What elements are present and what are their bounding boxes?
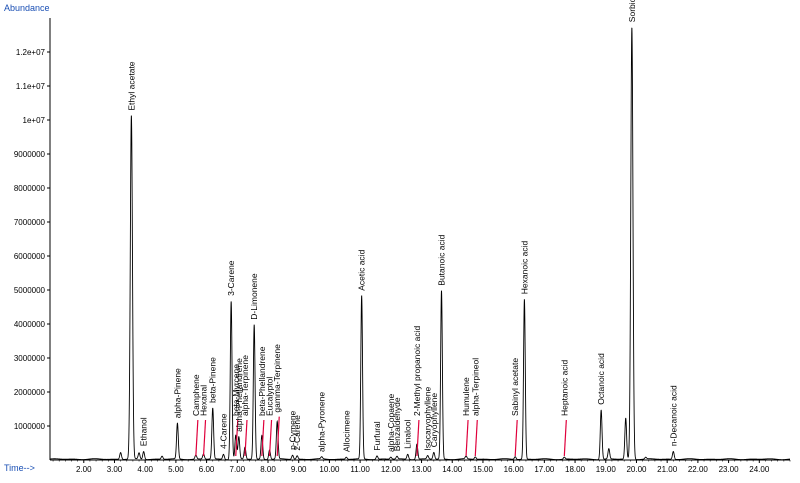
peak-label: Hexanal — [199, 385, 209, 416]
peak-label: alpha-Phellandrene — [234, 358, 244, 432]
peak-label: alpha-Terpineol — [470, 358, 480, 416]
peak-label: Linalool — [403, 419, 413, 448]
y-tick-label: 9000000 — [14, 150, 46, 159]
peak-leader — [514, 419, 518, 457]
peak-leader — [235, 419, 239, 457]
peak-label: n-Decanoic acid — [668, 385, 678, 446]
y-tick-label: 4000000 — [14, 320, 46, 329]
peak-label: Allocimene — [341, 410, 351, 452]
peak-leader — [202, 419, 207, 457]
peak-label: Furfural — [372, 421, 382, 450]
x-tick-label: 17.00 — [534, 465, 555, 474]
x-tick-label: 7.00 — [230, 465, 246, 474]
y-tick-label: 1.1e+07 — [16, 82, 46, 91]
peak-label: 2-Carene — [292, 415, 302, 451]
y-tick-label: 1.2e+07 — [16, 48, 46, 57]
peak-leader — [276, 416, 280, 457]
peak-label: beta-Phellandrene — [257, 346, 267, 416]
x-tick-label: 19.00 — [596, 465, 617, 474]
peak-label: alpha-Pinene — [172, 368, 182, 418]
peak-label: beta-Pinene — [208, 357, 218, 403]
y-axis-title: Abundance — [4, 3, 50, 13]
peak-label: Eucalyptol — [265, 377, 275, 416]
peak-leader — [474, 419, 478, 457]
y-tick-label: 2000000 — [14, 388, 46, 397]
x-tick-label: 18.00 — [565, 465, 586, 474]
peak-label: Camphene — [191, 374, 201, 416]
y-tick-label: 6000000 — [14, 252, 46, 261]
peak-label: D-Limonene — [249, 273, 259, 320]
peak-leader — [465, 419, 469, 457]
y-tick-label: 7000000 — [14, 218, 46, 227]
peak-label: Sabinyl acetate — [510, 358, 520, 416]
x-tick-label: 9.00 — [291, 465, 307, 474]
x-tick-label: 15.00 — [473, 465, 494, 474]
peak-label: Octanoic acid — [596, 353, 606, 405]
x-tick-label: 5.00 — [168, 465, 184, 474]
peak-label: 3-Carene — [226, 260, 236, 296]
peak-label: Benzaldehyde — [392, 397, 402, 451]
peak-labels: Ethyl acetate Ethanol alpha-Pinene Camphene… — [126, 0, 678, 452]
x-tick-label: 10.00 — [319, 465, 340, 474]
peak-label: p-Cymene — [288, 410, 298, 449]
peak-label: alpha-Pyronene — [317, 392, 327, 452]
peak-label: Humulene — [461, 377, 471, 416]
peak-label: 4-Carene — [218, 413, 228, 449]
peak-label: gamma-Terpinene — [272, 344, 282, 413]
y-axis: 1000000 2000000 3000000 4000000 5000000 60000… — [14, 18, 51, 460]
peak-leader — [244, 419, 248, 457]
peak-leader — [268, 419, 273, 457]
x-tick-label: 20.00 — [626, 465, 647, 474]
x-axis: 2.00 3.00 4.00 5.00 6.00 7.00 8.00 9.00 10.00 11.… — [50, 459, 791, 474]
peak-label: beta-Myrcene — [231, 364, 241, 416]
x-axis-title: Time--> — [4, 463, 35, 473]
y-tick-label: 8000000 — [14, 184, 46, 193]
x-tick-label: 4.00 — [137, 465, 153, 474]
peak-label: Isocaryophyllene — [423, 387, 433, 451]
x-tick-label: 23.00 — [719, 465, 740, 474]
x-tick-label: 14.00 — [442, 465, 463, 474]
peak-label: Caryophyllene — [429, 393, 439, 448]
x-tick-label: 24.00 — [749, 465, 770, 474]
peak-leader — [563, 419, 567, 457]
peak-label: Hexanoic acid — [519, 241, 529, 295]
x-tick-label: 13.00 — [412, 465, 433, 474]
x-tick-label: 11.00 — [350, 465, 370, 474]
peak-label: Butanoic acid — [436, 234, 446, 285]
x-tick-label: 8.00 — [260, 465, 276, 474]
x-tick-label: 6.00 — [199, 465, 215, 474]
peak-label: Ethanol — [139, 417, 149, 446]
peak-label: Sorbic acid — [627, 0, 637, 22]
peak-label: 2-Methyl propanoic acid — [412, 325, 422, 416]
peak-label: Ethyl acetate — [126, 61, 136, 110]
peak-label: Heptanoic acid — [559, 359, 569, 416]
y-tick-label: 5000000 — [14, 286, 46, 295]
peak-leader — [261, 419, 265, 457]
peak-label: alpha-Terpinene — [240, 355, 250, 416]
x-tick-label: 2.00 — [76, 465, 92, 474]
x-tick-label: 12.00 — [381, 465, 402, 474]
chromatogram-trace — [49, 27, 791, 461]
peak-leader — [416, 419, 420, 457]
x-tick-label: 3.00 — [107, 465, 123, 474]
x-tick-label: 22.00 — [688, 465, 709, 474]
peak-leader — [195, 419, 199, 457]
y-tick-label: 1000000 — [14, 422, 46, 431]
y-tick-label: 3000000 — [14, 354, 46, 363]
x-tick-label: 21.00 — [657, 465, 678, 474]
y-tick-label: 1e+07 — [23, 116, 46, 125]
peak-label: Acetic acid — [357, 249, 367, 290]
x-tick-label: 16.00 — [504, 465, 525, 474]
peak-label: alpha-Copaene — [386, 394, 396, 452]
peak-leader-lines — [195, 416, 567, 457]
